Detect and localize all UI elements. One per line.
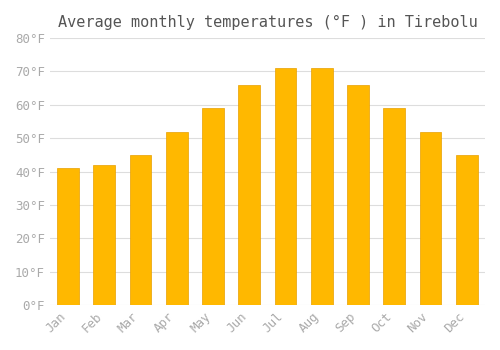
Bar bbox=[94, 165, 115, 305]
Bar bbox=[130, 155, 152, 305]
Bar bbox=[456, 155, 477, 305]
Bar bbox=[420, 132, 442, 305]
Bar bbox=[384, 108, 405, 305]
Bar bbox=[202, 108, 224, 305]
Bar bbox=[347, 85, 369, 305]
Bar bbox=[166, 132, 188, 305]
Bar bbox=[311, 68, 332, 305]
Bar bbox=[238, 85, 260, 305]
Bar bbox=[57, 168, 79, 305]
Bar bbox=[274, 68, 296, 305]
Title: Average monthly temperatures (°F ) in Tirebolu: Average monthly temperatures (°F ) in Ti… bbox=[58, 15, 478, 30]
